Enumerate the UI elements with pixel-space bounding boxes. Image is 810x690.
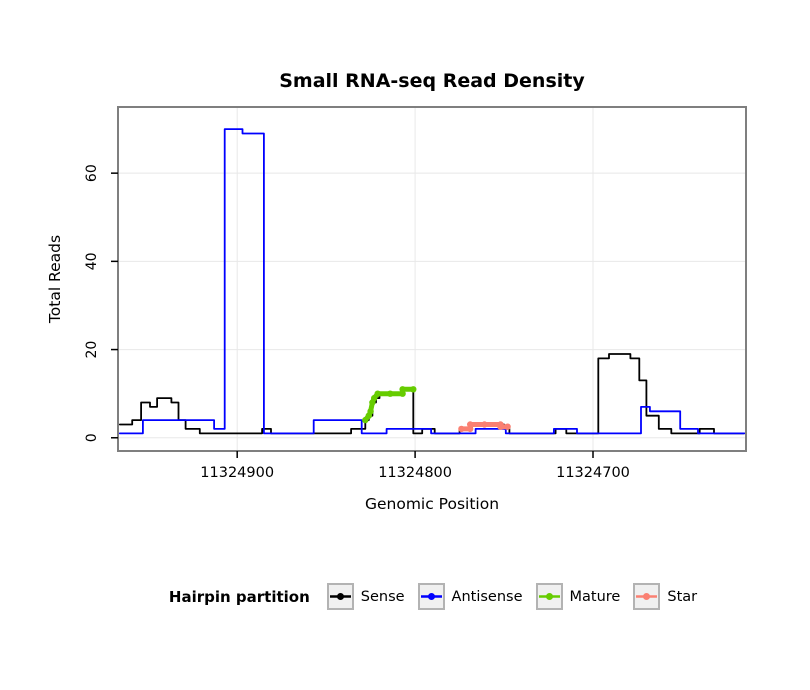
chart-title: Small RNA-seq Read Density <box>279 70 585 92</box>
legend: Hairpin partition Sense Antisense <box>0 583 810 610</box>
legend-label-mature: Mature <box>569 588 621 605</box>
series-marker-mature <box>399 386 406 393</box>
series-marker-mature <box>410 386 417 393</box>
series-line-antisense <box>118 128 746 435</box>
series-marker-mature <box>374 390 381 397</box>
legend-key-star <box>633 583 661 610</box>
legend-item-sense: Sense <box>326 583 405 610</box>
x-tick-label: 11324900 <box>200 465 274 481</box>
x-axis-label: Genomic Position <box>364 495 500 513</box>
y-tick-label: 0 <box>84 433 100 442</box>
legend-dot-sense-icon <box>336 593 344 600</box>
legend-key-glyph-mature <box>538 593 560 600</box>
legend-dot-star-icon <box>643 593 651 600</box>
legend-title: Hairpin partition <box>168 587 310 606</box>
legend-dot-mature-icon <box>545 593 553 600</box>
series-marker-mature <box>367 408 374 415</box>
y-tick-label: 20 <box>84 341 100 359</box>
panel-background <box>118 107 746 451</box>
series-marker-star <box>504 423 511 430</box>
series-marker-star <box>481 421 488 428</box>
y-tick-label: 60 <box>84 164 100 182</box>
x-tick-label: 11324700 <box>556 465 630 481</box>
series-marker-star <box>458 425 465 433</box>
legend-item-antisense: Antisense <box>417 583 523 610</box>
legend-label-antisense: Antisense <box>451 588 523 605</box>
y-tick-label: 40 <box>84 252 100 270</box>
legend-item-star: Star <box>633 583 697 610</box>
legend-key-antisense <box>417 583 445 610</box>
legend-dot-antisense-icon <box>427 593 435 600</box>
series-marker-mature <box>387 390 394 397</box>
y-axis-label: Total Reads <box>46 234 64 324</box>
legend-item-mature: Mature <box>535 583 621 610</box>
legend-key-glyph-antisense <box>420 593 442 600</box>
legend-key-glyph-sense <box>329 593 351 600</box>
panel-border <box>117 106 747 452</box>
legend-label-sense: Sense <box>360 588 405 605</box>
legend-key-glyph-star <box>636 593 658 600</box>
x-tick-label: 11324800 <box>378 465 452 481</box>
series-marker-star <box>467 425 474 433</box>
series-marker-mature <box>362 416 369 424</box>
series-marker-mature <box>399 390 406 397</box>
legend-key-mature <box>535 583 563 610</box>
series-marker-mature <box>371 394 378 402</box>
legend-key-sense <box>326 583 354 610</box>
series-line-sense <box>118 353 746 435</box>
series-marker-star <box>497 423 504 430</box>
series-marker-star <box>467 421 474 428</box>
legend-label-star: Star <box>667 588 698 605</box>
